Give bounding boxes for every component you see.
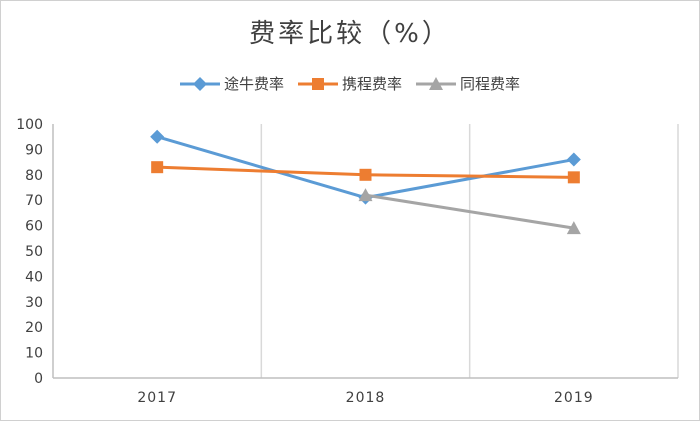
y-tick-label: 20: [25, 320, 43, 336]
legend-label: 途牛费率: [223, 75, 284, 93]
data-point: [151, 161, 164, 174]
y-tick-label: 30: [25, 295, 43, 311]
legend-label: 携程费率: [341, 75, 402, 93]
data-point: [566, 221, 581, 235]
y-tick-label: 90: [25, 142, 43, 158]
data-point: [359, 168, 372, 181]
x-tick-label: 2018: [346, 390, 386, 406]
data-point: [566, 152, 581, 167]
data-point: [358, 188, 373, 202]
y-tick-label: 50: [25, 244, 43, 260]
chart-title: 费率比较（%）: [249, 19, 451, 49]
legend-item-series-2: 携程费率: [297, 73, 402, 94]
legend-marker-triangle: [416, 76, 456, 90]
chart-legend: 途牛费率 携程费率 同程费率: [1, 73, 699, 94]
y-tick-label: 100: [16, 117, 43, 133]
y-tick-label: 0: [34, 371, 43, 387]
legend-item-series-3: 同程费率: [416, 73, 520, 94]
y-tick-label: 40: [25, 269, 43, 285]
y-tick-label: 80: [25, 168, 43, 184]
data-point: [567, 171, 580, 184]
y-tick-label: 70: [25, 193, 43, 209]
data-point: [150, 129, 165, 144]
series-line-3: [365, 193, 575, 230]
x-tick-label: 2019: [554, 390, 594, 406]
y-tick-label: 60: [25, 219, 43, 235]
legend-marker-square: [297, 77, 338, 90]
legend-item-series-1: 途牛费率: [179, 73, 284, 94]
legend-marker-diamond: [179, 76, 220, 91]
x-tick-label: 2017: [137, 390, 177, 406]
y-tick-label: 10: [25, 346, 43, 362]
legend-label: 同程费率: [460, 75, 521, 93]
